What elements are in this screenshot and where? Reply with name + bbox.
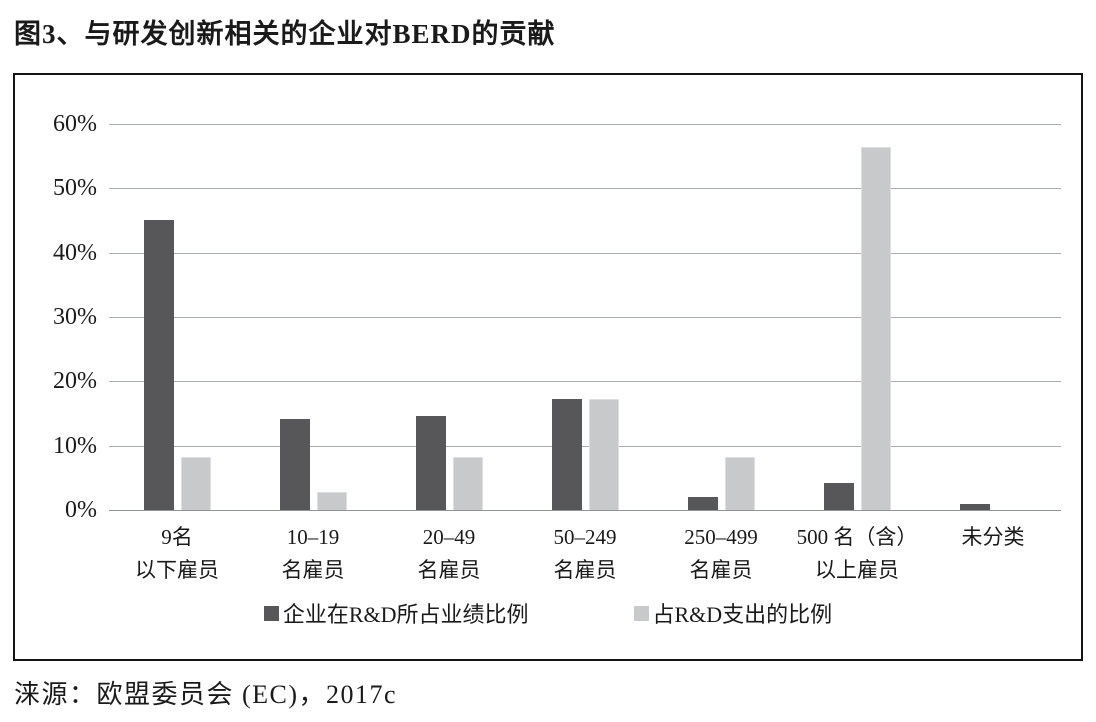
gridline-0% bbox=[109, 510, 1061, 511]
legend: 企业在R&D所占业绩比例 占R&D支出的比例 bbox=[15, 597, 1081, 629]
plot-area bbox=[109, 124, 1061, 511]
source-note: 涞源：欧盟委员会 (EC)，2017c bbox=[14, 680, 398, 709]
x-label-3: 20–49 名雇员 bbox=[381, 521, 517, 587]
x-label-line: 以下雇员 bbox=[135, 558, 219, 582]
gridline-40% bbox=[109, 253, 1061, 254]
bar-series1-group1 bbox=[143, 220, 174, 510]
gridline-50% bbox=[109, 188, 1061, 189]
bar-series1-group7 bbox=[959, 504, 990, 510]
legend-item-1: 企业在R&D所占业绩比例 bbox=[263, 597, 529, 629]
x-label-line: 名雇员 bbox=[281, 558, 345, 582]
legend-label: 占R&D支出的比例 bbox=[652, 602, 833, 627]
chart-frame: 9名以下雇员 10–19 名雇员 20–49 名雇员 50–249 名雇员 250–499 名雇… bbox=[13, 73, 1083, 661]
bar-group-7 bbox=[925, 124, 1061, 510]
bar-group-6 bbox=[789, 124, 925, 510]
y-tick-label-10%: 10% bbox=[53, 433, 97, 459]
x-axis-labels: 9名以下雇员 10–19 名雇员 20–49 名雇员 50–249 名雇员 250–499 名雇… bbox=[109, 521, 1061, 587]
y-tick-label-30%: 30% bbox=[53, 304, 97, 330]
y-tick-label-60%: 60% bbox=[53, 111, 97, 137]
x-label-line: 50–249 bbox=[553, 525, 617, 549]
x-label-7: 未分类 bbox=[925, 521, 1061, 587]
x-label-line: 250–499 bbox=[684, 525, 758, 549]
y-tick-label-50%: 50% bbox=[53, 175, 97, 201]
bar-series1-group4 bbox=[551, 399, 582, 510]
bar-group-1 bbox=[109, 124, 245, 510]
bar-series1-group5 bbox=[687, 497, 718, 510]
x-label-line: 名雇员 bbox=[417, 558, 481, 582]
gridline-60% bbox=[109, 124, 1061, 125]
legend-label: 企业在R&D所占业绩比例 bbox=[282, 602, 529, 627]
bar-series2-group2 bbox=[316, 492, 347, 510]
bar-group-4 bbox=[517, 124, 653, 510]
x-label-2: 10–19 名雇员 bbox=[245, 521, 381, 587]
x-label-line: 未分类 bbox=[961, 525, 1025, 549]
gridline-10% bbox=[109, 446, 1061, 447]
bar-series2-group3 bbox=[452, 457, 483, 510]
page-title: 图3、与研发创新相关的企业对BERD的贡献 bbox=[14, 19, 556, 49]
x-label-line: 名雇员 bbox=[689, 558, 753, 582]
x-label-1: 9名以下雇员 bbox=[109, 521, 245, 587]
x-label-line: 以上雇员 bbox=[815, 558, 899, 582]
legend-item-2: 占R&D支出的比例 bbox=[633, 597, 833, 629]
bar-series2-group1 bbox=[180, 457, 211, 510]
bar-group-5 bbox=[653, 124, 789, 510]
y-tick-label-40%: 40% bbox=[53, 240, 97, 266]
bar-series1-group2 bbox=[279, 419, 310, 510]
y-tick-label-20%: 20% bbox=[53, 368, 97, 394]
x-label-line: 10–19 bbox=[286, 525, 340, 549]
bar-group-3 bbox=[381, 124, 517, 510]
bar-series1-group3 bbox=[415, 416, 446, 510]
legend-swatch-icon bbox=[263, 605, 279, 621]
legend-swatch-icon bbox=[633, 605, 649, 621]
x-label-6: 500 名（含） 以上雇员 bbox=[789, 521, 925, 587]
x-label-line: 9名 bbox=[161, 525, 193, 549]
x-label-4: 50–249 名雇员 bbox=[517, 521, 653, 587]
bar-series2-group4 bbox=[588, 399, 619, 510]
bar-series2-group6 bbox=[860, 147, 891, 510]
x-label-5: 250–499 名雇员 bbox=[653, 521, 789, 587]
y-tick-label-0%: 0% bbox=[65, 497, 97, 523]
bar-series1-group6 bbox=[823, 483, 854, 510]
bar-group-2 bbox=[245, 124, 381, 510]
x-label-line: 名雇员 bbox=[553, 558, 617, 582]
bar-groups bbox=[109, 124, 1061, 510]
gridline-30% bbox=[109, 317, 1061, 318]
x-label-line: 20–49 bbox=[422, 525, 476, 549]
gridline-20% bbox=[109, 381, 1061, 382]
bar-series2-group5 bbox=[724, 457, 755, 510]
x-label-line: 500 名（含） bbox=[796, 525, 918, 549]
